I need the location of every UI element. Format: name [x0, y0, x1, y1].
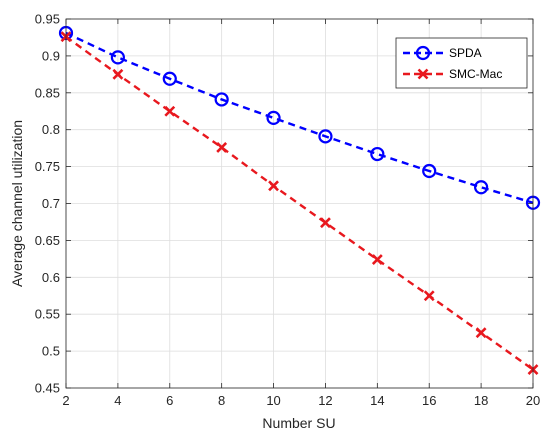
y-tick-label: 0.85: [35, 85, 60, 100]
series-line-spda: [65, 31, 534, 204]
legend-label-spda: SPDA: [449, 46, 482, 60]
x-marker-stroke: [268, 180, 279, 192]
y-tick-label: 0.75: [35, 159, 60, 174]
x-tick-label: 12: [318, 393, 332, 408]
data-point-spda: [266, 110, 281, 125]
legend-box: [395, 37, 528, 89]
legend: SPDA SMC-Mac: [395, 37, 528, 89]
legend-item-spda: SPDA: [403, 45, 482, 61]
x-tick-label: 8: [218, 393, 225, 408]
x-tick-label: 6: [166, 393, 173, 408]
x-tick-label: 20: [526, 393, 540, 408]
x-marker-stroke: [112, 68, 124, 80]
x-marker-stroke: [475, 327, 487, 339]
y-tick-label: 0.45: [35, 381, 60, 396]
y-tick-label: 0.8: [42, 122, 60, 137]
data-point-smc-mac: [216, 141, 228, 153]
x-tick-label: 16: [422, 393, 436, 408]
x-tick-label: 4: [114, 393, 121, 408]
y-tick-label: 0.55: [35, 307, 60, 322]
series-spda: [58, 25, 541, 210]
data-point-smc-mac: [475, 327, 487, 339]
legend-marker-smc-mac: [417, 68, 429, 80]
data-point-spda: [370, 146, 385, 162]
x-marker-stroke: [216, 141, 228, 153]
data-point-spda: [422, 163, 437, 179]
x-axis-label: Number SU: [262, 415, 335, 431]
x-tick-label: 14: [370, 393, 384, 408]
x-marker-stroke: [164, 105, 176, 117]
data-point-smc-mac: [371, 254, 383, 266]
x-tick-label: 10: [266, 393, 280, 408]
x-marker-stroke: [417, 68, 429, 80]
y-tick-label: 0.9: [42, 48, 60, 63]
data-point-smc-mac: [320, 217, 331, 229]
x-marker-stroke: [371, 254, 383, 266]
series-layer: [58, 25, 541, 375]
data-point-spda: [474, 180, 489, 195]
y-tick-label: 0.95: [35, 12, 60, 27]
data-point-spda: [110, 50, 125, 65]
y-axis-label: Average channel utilization: [9, 120, 25, 287]
x-marker-stroke: [320, 217, 331, 229]
legend-label-smc-mac: SMC-Mac: [449, 67, 502, 81]
tick-labels: 2 4 6 8 10 12 14 16 18 20 0.45 0.5 0.55 0.6 0.65 0.7 0.7…: [35, 12, 541, 409]
y-tick-label: 0.7: [42, 196, 60, 211]
y-tick-label: 0.5: [42, 344, 60, 359]
x-tick-label: 2: [62, 393, 69, 408]
data-point-spda: [318, 129, 333, 144]
data-point-smc-mac: [112, 68, 124, 80]
legend-item-smc-mac: SMC-Mac: [403, 67, 502, 81]
data-point-spda: [162, 71, 177, 86]
data-point-smc-mac: [268, 180, 279, 192]
x-tick-label: 18: [474, 393, 488, 408]
legend-marker-spda: [415, 45, 431, 61]
x-marker-stroke: [423, 290, 435, 302]
y-tick-label: 0.6: [42, 270, 60, 285]
data-point-smc-mac: [164, 105, 176, 117]
data-point-spda: [214, 92, 229, 107]
data-point-smc-mac: [423, 290, 435, 302]
axis-ticks: [65, 18, 534, 389]
y-tick-label: 0.65: [35, 233, 60, 248]
